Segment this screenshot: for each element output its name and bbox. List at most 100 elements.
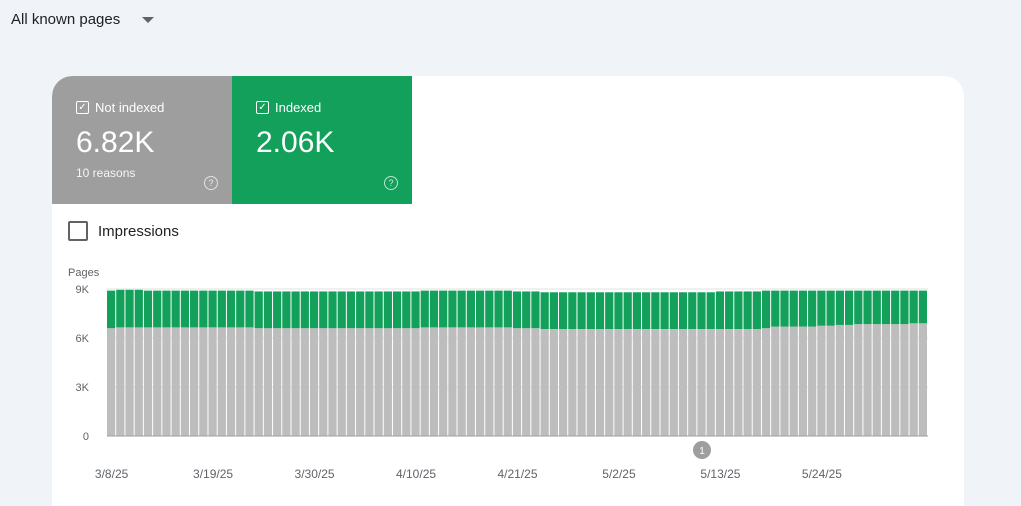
bar-indexed <box>660 292 669 330</box>
bar-indexed <box>337 291 346 329</box>
pages-filter-dropdown[interactable]: All known pages <box>11 11 155 28</box>
bar-indexed <box>254 291 263 329</box>
bar-indexed <box>143 290 153 328</box>
bar-not-indexed <box>392 328 402 436</box>
bar-not-indexed <box>457 327 466 436</box>
bar-not-indexed <box>254 328 263 436</box>
bar-not-indexed <box>365 328 374 436</box>
bar-indexed <box>236 290 245 328</box>
bar-not-indexed <box>817 325 826 436</box>
bar-not-indexed <box>678 329 688 436</box>
bar-indexed <box>559 292 568 330</box>
bar-not-indexed <box>568 329 577 436</box>
bar-indexed <box>411 291 420 329</box>
bar-not-indexed <box>402 328 411 436</box>
bar-indexed <box>808 290 817 327</box>
bar-not-indexed <box>743 329 752 436</box>
bar-indexed <box>475 290 485 328</box>
bar-indexed <box>891 290 900 325</box>
bar-not-indexed <box>863 324 872 436</box>
bar-not-indexed <box>577 329 586 436</box>
not-indexed-label: Not indexed <box>95 100 165 115</box>
bar-not-indexed <box>752 329 761 436</box>
bar-indexed <box>282 291 291 329</box>
annotation-marker[interactable] <box>692 441 711 459</box>
bar-indexed <box>531 291 540 329</box>
bar-not-indexed <box>688 329 697 436</box>
bar-indexed <box>835 290 844 325</box>
not-indexed-tile[interactable]: ✓ Not indexed 6.82K 10 reasons ? <box>52 76 232 204</box>
bar-not-indexed <box>632 329 642 436</box>
bar-not-indexed <box>439 327 448 436</box>
bar-indexed <box>153 290 162 328</box>
bar-indexed <box>208 290 217 328</box>
bar-indexed <box>162 290 171 328</box>
bar-indexed <box>844 290 854 325</box>
summary-tiles: ✓ Not indexed 6.82K 10 reasons ? ✓ Index… <box>52 76 964 204</box>
bar-indexed <box>632 292 642 330</box>
bar-indexed <box>771 290 780 327</box>
bar-not-indexed <box>918 323 927 436</box>
bar-indexed <box>217 290 226 328</box>
bar-not-indexed <box>162 327 171 436</box>
bar-not-indexed <box>494 327 503 436</box>
bar-indexed <box>697 292 706 330</box>
bar-not-indexed <box>844 324 854 436</box>
y-tick-label: 0 <box>83 431 89 443</box>
bar-indexed <box>392 291 402 329</box>
x-tick-label: 5/13/25 <box>700 467 740 481</box>
bar-indexed <box>780 290 789 327</box>
bar-indexed <box>540 292 549 330</box>
bar-not-indexed <box>595 329 605 436</box>
bar-not-indexed <box>872 324 881 436</box>
help-icon[interactable]: ? <box>204 176 218 190</box>
bar-not-indexed <box>328 328 337 436</box>
impressions-toggle[interactable]: Impressions <box>68 221 179 241</box>
bar-indexed <box>586 292 595 330</box>
bar-indexed <box>356 291 365 329</box>
bar-not-indexed <box>540 329 549 436</box>
bar-not-indexed <box>697 329 706 436</box>
bar-not-indexed <box>356 328 365 436</box>
bar-indexed <box>863 290 872 325</box>
bar-not-indexed <box>891 324 900 436</box>
bar-not-indexed <box>808 326 817 436</box>
bar-indexed <box>715 291 725 330</box>
bar-indexed <box>346 291 356 329</box>
bar-indexed <box>614 292 623 330</box>
bar-not-indexed <box>153 327 162 436</box>
bar-not-indexed <box>291 328 300 436</box>
x-tick-label: 4/10/25 <box>396 467 436 481</box>
bar-not-indexed <box>789 326 798 436</box>
bar-not-indexed <box>383 328 392 436</box>
y-tick-label: 3K <box>76 382 90 394</box>
bar-indexed <box>319 291 328 329</box>
bar-not-indexed <box>559 329 568 436</box>
bar-indexed <box>512 291 522 329</box>
bar-not-indexed <box>651 329 660 436</box>
help-icon[interactable]: ? <box>384 176 398 190</box>
bar-indexed <box>190 290 199 328</box>
bar-not-indexed <box>826 325 835 436</box>
bar-not-indexed <box>180 327 190 436</box>
x-tick-label: 5/24/25 <box>802 467 842 481</box>
bar-indexed <box>798 290 808 327</box>
x-tick-label: 3/19/25 <box>193 467 233 481</box>
bar-not-indexed <box>282 328 291 436</box>
bar-not-indexed <box>780 326 789 436</box>
bar-not-indexed <box>660 329 669 436</box>
bar-indexed <box>577 292 586 330</box>
bar-not-indexed <box>420 327 429 436</box>
bar-indexed <box>300 291 309 329</box>
bar-not-indexed <box>605 329 614 436</box>
bar-indexed <box>439 290 448 328</box>
bar-not-indexed <box>669 329 678 436</box>
bar-not-indexed <box>346 328 356 436</box>
bar-indexed <box>199 290 208 328</box>
indexed-tile[interactable]: ✓ Indexed 2.06K ? <box>232 76 412 204</box>
impressions-checkbox[interactable] <box>68 221 88 241</box>
checkbox-checked-icon: ✓ <box>256 101 269 114</box>
bar-not-indexed <box>273 328 282 436</box>
bar-indexed <box>245 290 254 328</box>
bar-indexed <box>725 291 734 330</box>
